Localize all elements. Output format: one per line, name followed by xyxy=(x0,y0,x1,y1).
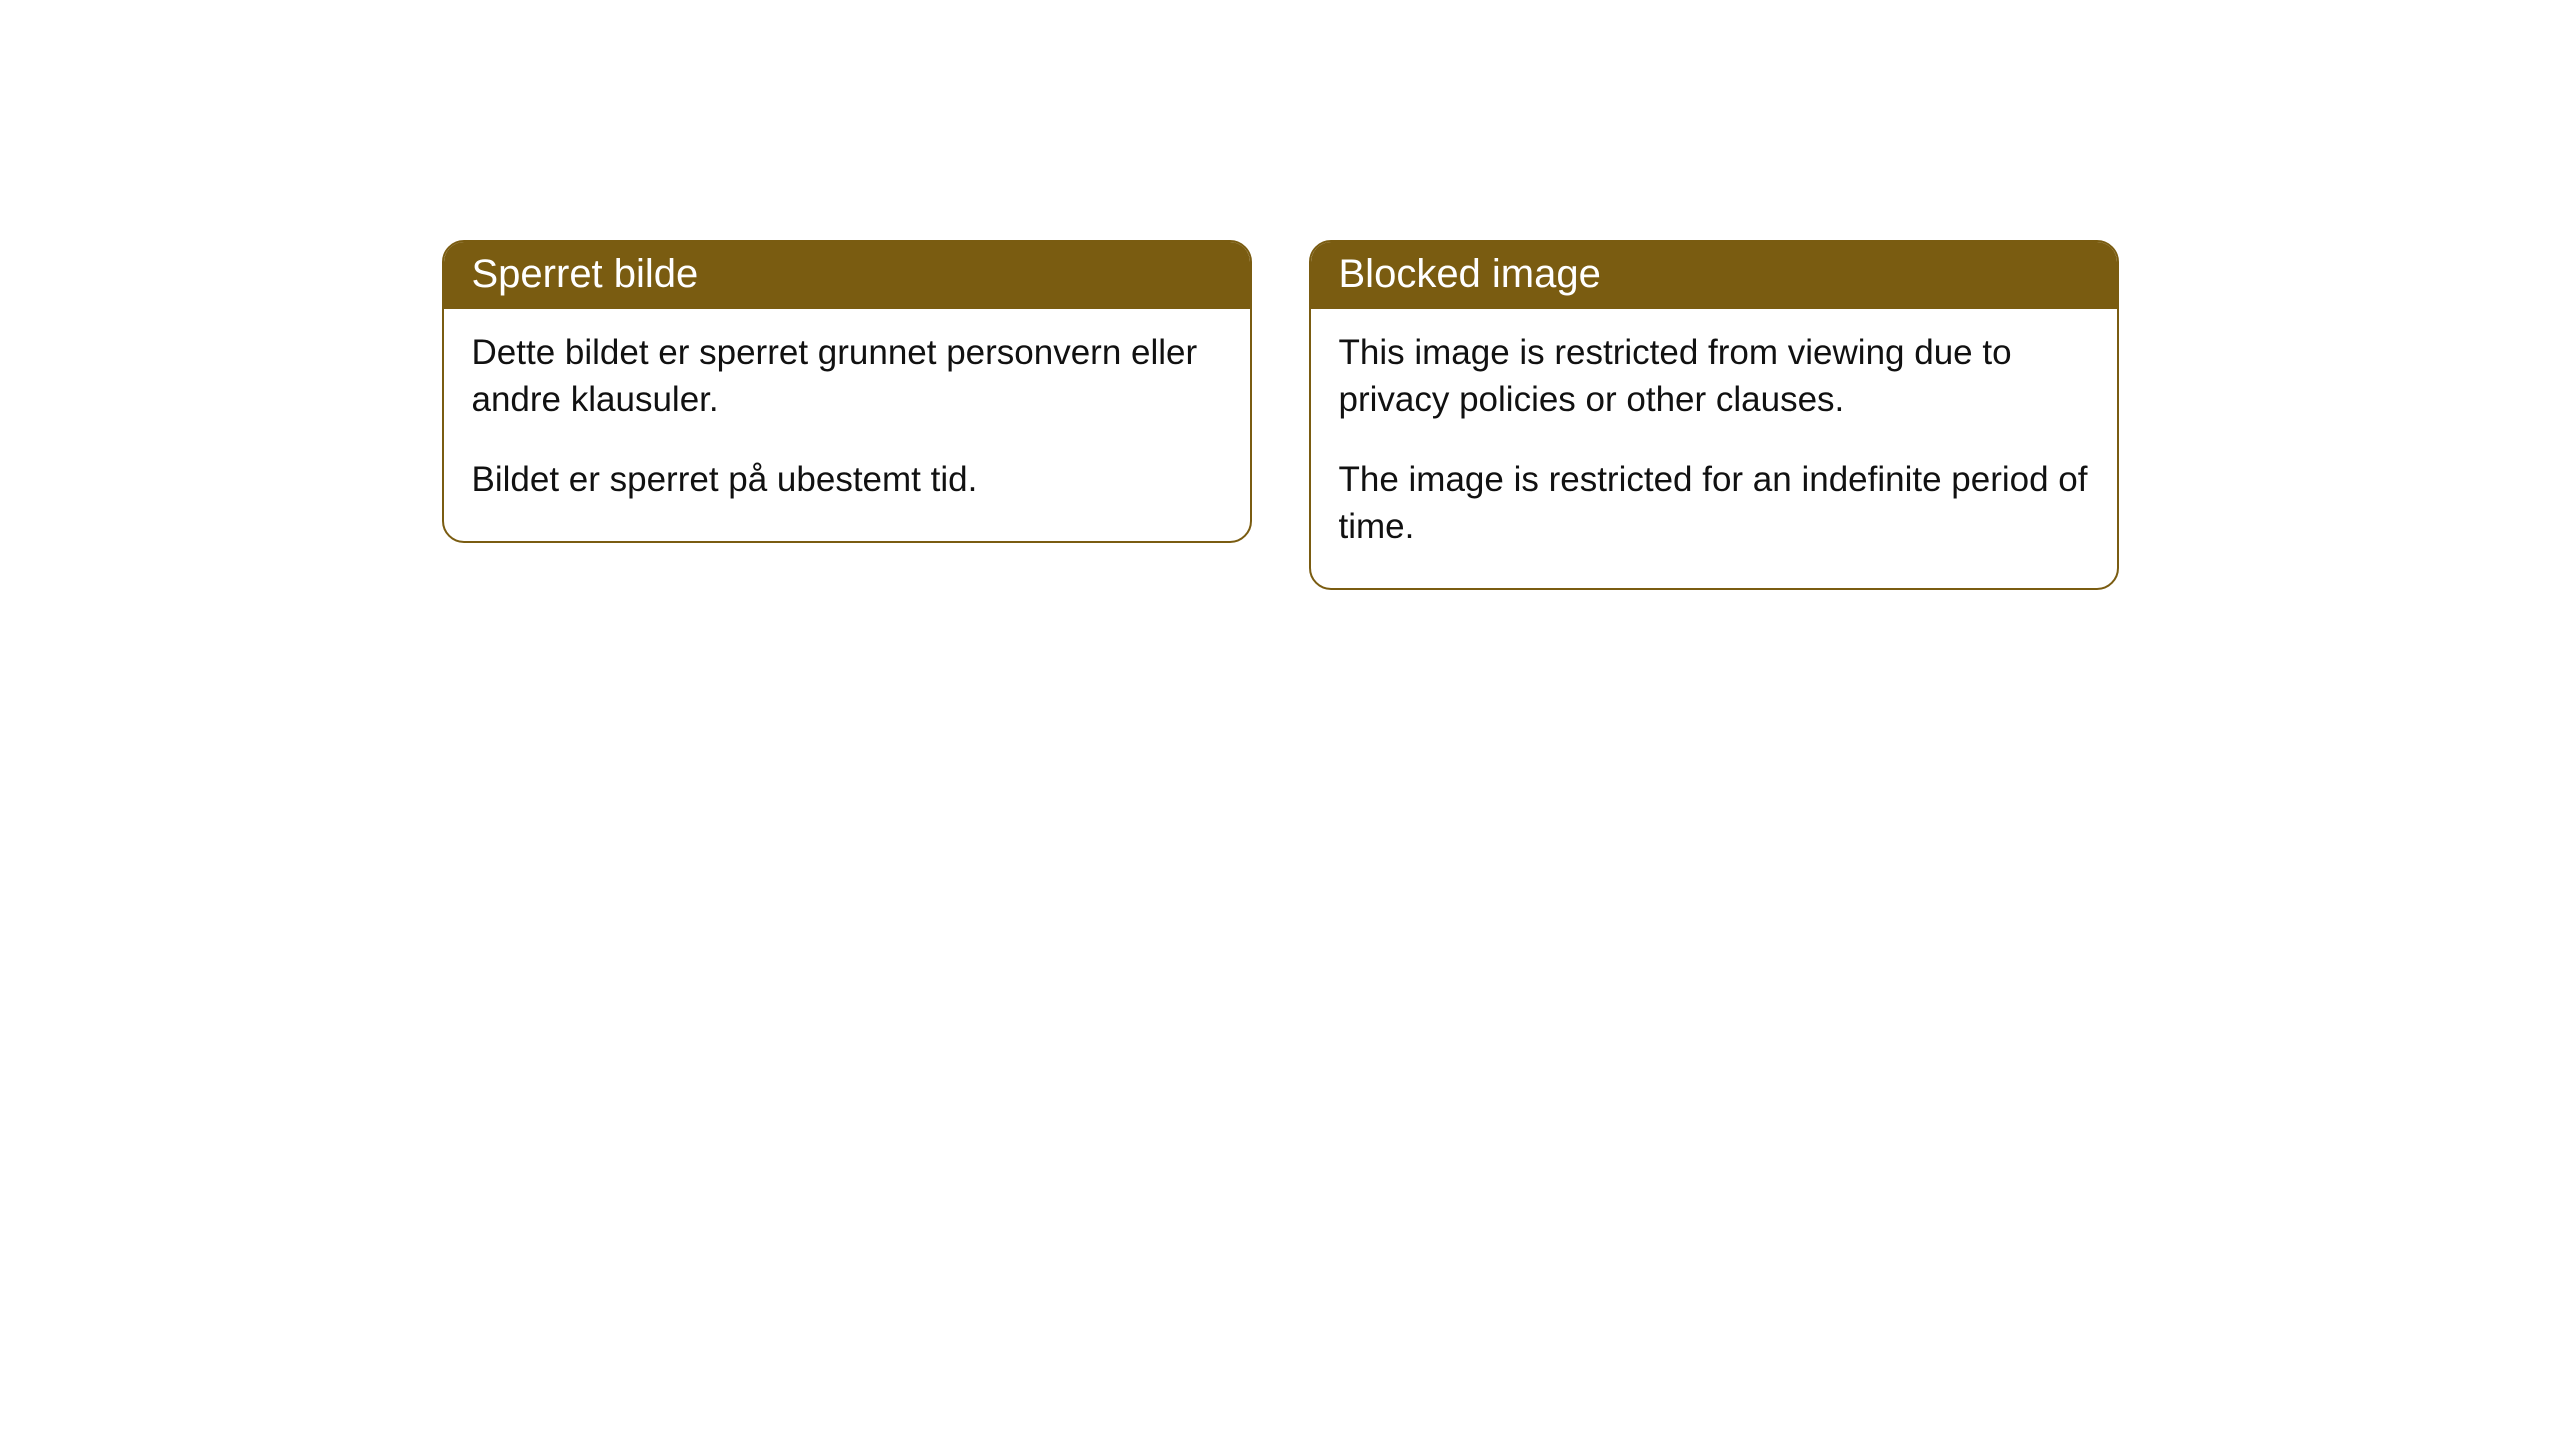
card-title-nb: Sperret bilde xyxy=(444,242,1250,309)
card-text-en-1: This image is restricted from viewing du… xyxy=(1339,329,2089,424)
card-body-nb: Dette bildet er sperret grunnet personve… xyxy=(444,309,1250,541)
card-text-nb-2: Bildet er sperret på ubestemt tid. xyxy=(472,456,1222,503)
notice-cards-container: Sperret bilde Dette bildet er sperret gr… xyxy=(442,240,2119,1440)
card-body-en: This image is restricted from viewing du… xyxy=(1311,309,2117,588)
blocked-image-card-nb: Sperret bilde Dette bildet er sperret gr… xyxy=(442,240,1252,543)
card-text-en-2: The image is restricted for an indefinit… xyxy=(1339,456,2089,551)
blocked-image-card-en: Blocked image This image is restricted f… xyxy=(1309,240,2119,590)
card-title-en: Blocked image xyxy=(1311,242,2117,309)
card-text-nb-1: Dette bildet er sperret grunnet personve… xyxy=(472,329,1222,424)
